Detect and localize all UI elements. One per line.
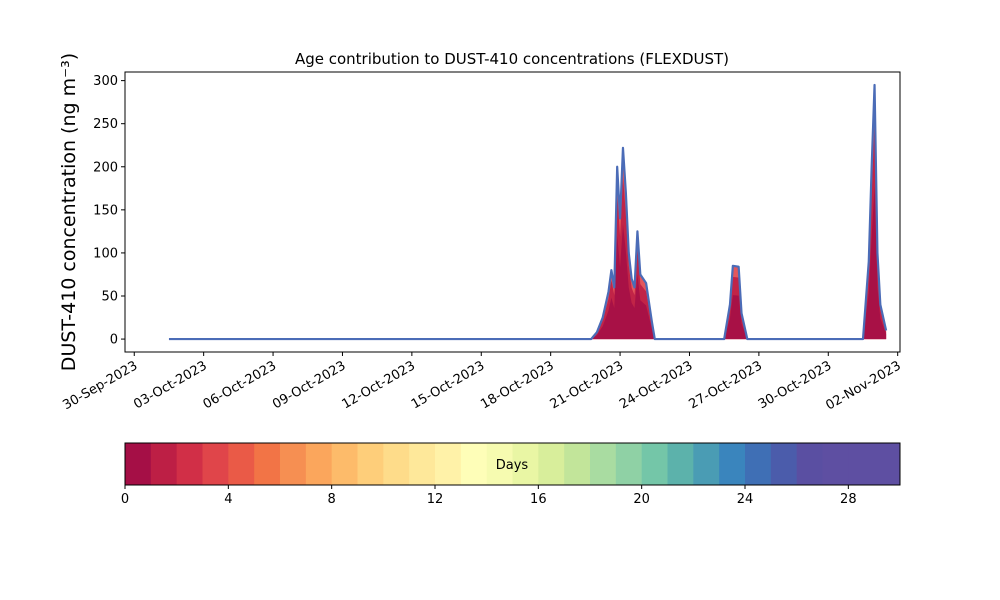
colorbar-tick-label: 12	[427, 492, 444, 507]
colorbar-bin	[254, 443, 281, 485]
colorbar-tick-label: 4	[224, 492, 232, 507]
y-tick-label: 150	[93, 203, 118, 218]
colorbar-bin	[383, 443, 410, 485]
colorbar-bin	[564, 443, 591, 485]
colorbar-bin	[641, 443, 668, 485]
x-tick-label: 24-Oct-2023	[617, 358, 695, 412]
y-axis: 0 50 100 150 200 250 300	[93, 74, 125, 348]
colorbar-bin	[667, 443, 694, 485]
x-tick-label: 06-Oct-2023	[201, 358, 279, 412]
colorbar-tick-label: 24	[737, 492, 754, 507]
colorbar-tick-label: 0	[121, 492, 129, 507]
colorbar-bin	[305, 443, 333, 485]
colorbar-frame	[124, 442, 901, 486]
y-tick-label: 50	[101, 290, 118, 305]
colorbar-bin	[874, 443, 901, 485]
x-tick-label: 18-Oct-2023	[478, 358, 556, 412]
colorbar-bin	[719, 443, 746, 485]
colorbar-bin	[486, 443, 513, 485]
x-tick-label: 21-Oct-2023	[548, 358, 626, 412]
colorbar-tick-label: 28	[840, 492, 857, 507]
x-tick-label: 15-Oct-2023	[409, 358, 487, 412]
colorbar-bin	[176, 443, 203, 485]
y-tick-label: 300	[93, 74, 118, 89]
x-tick-label: 02-Nov-2023	[823, 358, 903, 413]
x-axis: 30-Sep-202303-Oct-202306-Oct-202309-Oct-…	[60, 352, 904, 413]
colorbar-bin	[538, 443, 565, 485]
x-tick-label: 27-Oct-2023	[686, 358, 764, 412]
age-layer-area	[168, 84, 887, 340]
colorbar-bin	[409, 443, 436, 485]
chart-title: Age contribution to DUST-410 concentrati…	[295, 50, 729, 68]
colorbar-bin	[331, 443, 358, 485]
colorbar-bin	[228, 443, 255, 485]
y-tick-label: 0	[110, 333, 118, 348]
colorbar-bin	[280, 443, 307, 485]
colorbar-label: Days	[496, 458, 529, 473]
colorbar-bin	[202, 443, 229, 485]
plot-frame	[124, 71, 901, 353]
y-tick-label: 250	[93, 117, 118, 132]
colorbar-bin	[125, 443, 152, 485]
age-layer-area	[168, 123, 887, 340]
x-tick-label: 30-Oct-2023	[756, 358, 834, 412]
colorbar-bin	[615, 443, 643, 485]
colorbar-tick-label: 8	[328, 492, 336, 507]
colorbar-tick-label: 20	[633, 492, 650, 507]
colorbar-bin	[590, 443, 617, 485]
colorbar-bin	[770, 443, 798, 485]
plot-area	[168, 83, 888, 341]
colorbar-bin	[693, 443, 720, 485]
colorbar-bin	[796, 443, 823, 485]
x-tick-label: 03-Oct-2023	[131, 358, 209, 412]
colorbar-bin	[357, 443, 384, 485]
colorbar-bin	[512, 443, 539, 485]
y-tick-label: 200	[93, 160, 118, 175]
total-concentration-line	[168, 83, 888, 341]
colorbar-tick-label: 16	[530, 492, 547, 507]
age-layer-area	[168, 186, 887, 340]
colorbar-bin	[150, 443, 178, 485]
colorbar-bin	[460, 443, 488, 485]
colorbar	[125, 443, 901, 485]
colorbar-bin	[822, 443, 849, 485]
colorbar-bin	[435, 443, 462, 485]
colorbar-bin	[848, 443, 875, 485]
x-tick-label: 12-Oct-2023	[339, 358, 417, 412]
colorbar-axis: 0 4 8 12 16 20 24 28	[121, 485, 857, 507]
x-tick-label: 09-Oct-2023	[270, 358, 348, 412]
y-axis-label: DUST-410 concentration (ng m⁻³)	[58, 53, 80, 371]
y-tick-label: 100	[93, 246, 118, 261]
colorbar-bin	[745, 443, 772, 485]
